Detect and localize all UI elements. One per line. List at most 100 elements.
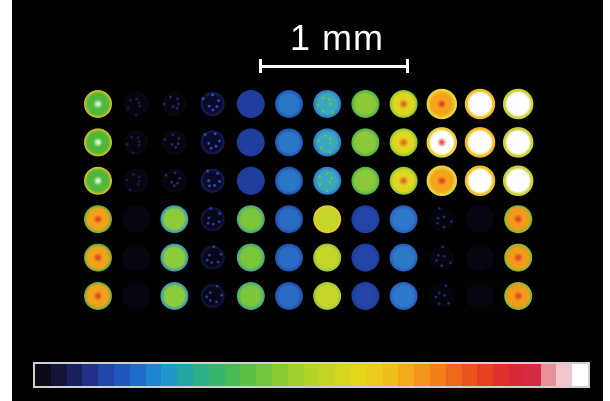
sample-well [426, 127, 458, 158]
sample-well [351, 128, 380, 157]
sample-well [426, 165, 458, 197]
sample-well [502, 88, 534, 120]
noise-speck [213, 132, 217, 136]
noise-speck [321, 109, 325, 113]
noise-speck [209, 207, 213, 210]
well-spot [389, 128, 418, 157]
colorbar-segment [256, 364, 272, 386]
noise-speck [132, 173, 135, 176]
noise-speck [318, 183, 322, 186]
colorbar-segment [271, 364, 288, 386]
noise-speck [440, 264, 444, 267]
noise-speck [447, 301, 450, 305]
well-spot [351, 166, 380, 195]
colorbar-segment [461, 364, 478, 386]
colorbar-segment [287, 364, 304, 386]
colorbar-segment [113, 364, 130, 386]
sample-well [160, 243, 189, 272]
noise-speck [137, 140, 141, 144]
sample-well [351, 243, 380, 272]
noise-speck [128, 188, 132, 192]
colorbar-segment [50, 364, 67, 386]
noise-speck [205, 295, 209, 299]
well-spot [84, 166, 112, 195]
well-spot [504, 282, 533, 310]
well-spot [236, 166, 265, 195]
colorbar-segment [398, 364, 415, 386]
noise-speck [215, 105, 219, 108]
well-spot [389, 243, 418, 272]
colorbar-segment [414, 364, 430, 386]
noise-speck [443, 293, 447, 297]
well-spot [84, 243, 112, 272]
noise-speck [171, 133, 175, 137]
well-spot [275, 243, 303, 272]
sample-well [122, 205, 151, 234]
noise-speck [208, 291, 212, 295]
colorbar-segment [224, 364, 241, 386]
sample-well [464, 88, 496, 120]
noise-speck [437, 302, 441, 305]
noise-speck [177, 137, 181, 140]
noise-speck [207, 104, 211, 108]
colorbar-segment [366, 364, 383, 386]
noise-speck [174, 145, 178, 149]
sample-well [313, 243, 342, 272]
well-spot [122, 282, 151, 310]
well-spot [275, 90, 303, 118]
noise-speck [328, 180, 332, 184]
sample-well [389, 205, 418, 234]
sample-well [466, 243, 494, 272]
well-spot [200, 168, 225, 193]
well-spot [466, 205, 494, 234]
noise-speck [208, 184, 211, 188]
colorbar-segment [572, 364, 588, 386]
noise-speck [173, 171, 177, 175]
noise-speck [437, 207, 441, 210]
noise-speck [171, 105, 175, 108]
noise-speck [136, 183, 140, 186]
well-spot [313, 166, 342, 195]
noise-speck [206, 221, 210, 225]
noise-speck [215, 284, 219, 288]
colorbar-segment [540, 364, 557, 386]
well-spot [389, 282, 418, 310]
sample-well [236, 166, 265, 195]
sample-well [313, 128, 342, 157]
noise-speck [125, 178, 129, 182]
well-rim [502, 127, 534, 158]
scale-bar [259, 59, 409, 73]
well-rim [426, 127, 458, 158]
colorbar-segment [382, 364, 399, 386]
sample-well [200, 245, 225, 270]
colorbar-segment [319, 364, 336, 386]
well-spot [236, 243, 265, 272]
noise-speck [176, 97, 180, 101]
well-spot [124, 130, 149, 155]
well-spot [466, 282, 494, 310]
well-array [84, 88, 534, 310]
well-spot [351, 90, 380, 118]
sample-well [200, 284, 225, 308]
sample-well [236, 282, 265, 310]
noise-speck [172, 184, 176, 188]
well-spot [466, 128, 494, 157]
colorbar-segment [82, 364, 99, 386]
noise-speck [208, 299, 212, 302]
sample-well [122, 282, 151, 310]
noise-speck [205, 258, 209, 262]
fluorescence-image: 1 mm [12, 0, 603, 401]
well-spot [236, 128, 265, 157]
colorbar-segment [303, 364, 320, 386]
colorbar-segment [477, 364, 494, 386]
sample-well [124, 168, 149, 193]
sample-well [84, 90, 112, 118]
well-spot [236, 205, 265, 234]
noise-speck [176, 142, 180, 146]
sample-well [200, 92, 225, 116]
well-spot [124, 92, 149, 116]
sample-well [389, 282, 418, 310]
sample-well [351, 205, 380, 234]
noise-speck [138, 104, 142, 108]
sample-well [429, 207, 454, 232]
